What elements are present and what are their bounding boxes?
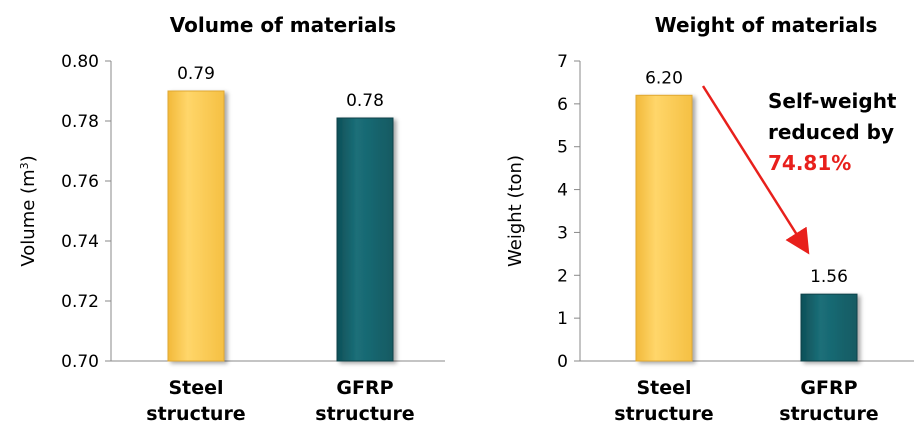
annotation-line-2: reduced by [768,120,894,144]
weight-y-axis-label: Weight (ton) [505,155,526,267]
weight-y-tick-label: 0 [557,352,568,372]
weight-y-tick-label: 1 [557,309,568,329]
weight-data-label: 6.20 [645,68,683,88]
reduction-annotation: Self-weight reduced by 74.81% [701,85,897,255]
volume-y-tick-label: 0.70 [61,352,99,372]
volume-y-tick-label: 0.78 [61,112,99,132]
weight-category-label: structure [614,403,713,425]
weight-y-tick-label: 6 [557,95,568,115]
volume-category-label: GFRP [336,377,393,399]
weight-data-label: 1.56 [810,267,848,287]
volume-category-label: Steel [168,377,223,399]
volume-category-label: structure [146,403,245,425]
weight-chart: Weight of materials Weight (ton) 0 1 2 3 4 5 6… [505,13,914,425]
volume-y-axis-label: Volume (m3) [18,155,40,266]
volume-data-label: 0.78 [346,91,384,111]
volume-y-tick-label: 0.74 [61,232,99,252]
volume-y-tick-label: 0.76 [61,172,99,192]
weight-y-tick-label: 3 [557,223,568,243]
volume-category-label: structure [315,403,414,425]
reduction-arrow [701,85,810,255]
weight-category-label: Steel [636,377,691,399]
weight-y-tick-label: 2 [557,266,568,286]
volume-data-label: 0.79 [177,64,215,84]
weight-bar-gfrp [800,293,858,362]
weight-y-tick-label: 4 [557,181,568,201]
weight-y-tick-label: 7 [557,52,568,72]
volume-bar-steel [167,90,225,362]
volume-bar-gfrp [336,117,394,362]
weight-category-label: structure [779,403,878,425]
volume-y-tick-label: 0.80 [61,52,99,72]
volume-chart: Volume of materials Volume (m3) 0.70 0.72… [18,13,445,425]
volume-chart-title: Volume of materials [170,13,396,37]
weight-chart-title: Weight of materials [655,13,878,37]
annotation-line-1: Self-weight [768,89,897,113]
volume-y-tick-label: 0.72 [61,292,99,312]
weight-bar-steel [635,94,693,362]
annotation-percent: 74.81% [768,151,851,175]
weight-y-tick-label: 5 [557,138,568,158]
weight-category-label: GFRP [800,377,857,399]
